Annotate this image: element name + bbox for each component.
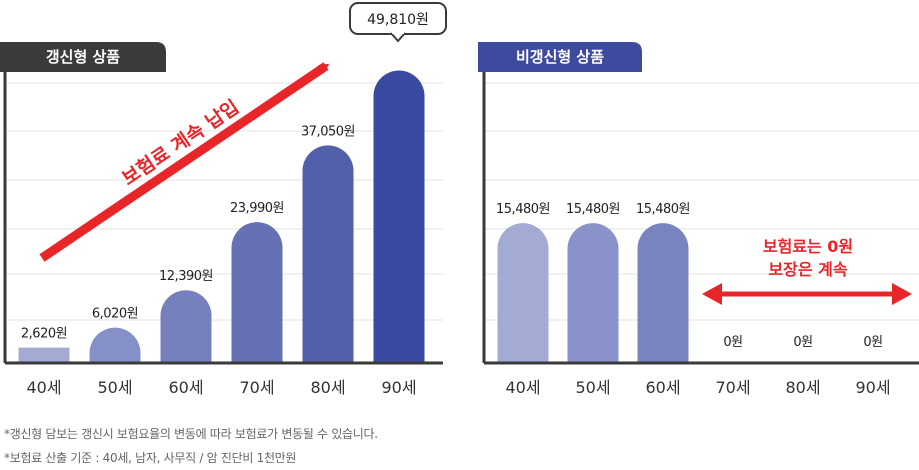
nonrenewable-chart-title: 비갱신형 상품 [516,48,604,66]
nonrenewable-gridlines [484,82,919,321]
nonrenewable-tick-label: 40세 [505,378,540,397]
renewable-value-label: 2,620원 [21,327,67,342]
renewable-value-labels: 2,620원 6,020원 12,390원 23,990원 37,050원 [21,124,356,342]
renewable-tick-label: 40세 [26,378,61,397]
nonrenewable-bar-40세 [497,223,549,363]
nonrenewable-tick-label: 70세 [715,378,750,397]
nonrenewable-annotation-line-2: 보장은 계속 [768,260,847,279]
nonrenewable-tick-label: 80세 [785,378,820,397]
nonrenewable-tick-labels: 40세 50세 60세 70세 80세 90세 [505,378,890,397]
nonrenewable-value-label: 15,480원 [496,202,550,217]
renewable-highlight-label: 49,810원 [367,12,429,28]
renewable-value-label: 12,390원 [159,269,213,284]
renewable-bar-70세 [231,222,283,363]
nonrenewable-annotation-line-1: 보험료는 0원 [763,237,853,256]
renewable-tick-label: 90세 [381,378,416,397]
nonrenewable-tick-label: 90세 [855,378,890,397]
renewable-tick-label: 50세 [97,378,132,397]
nonrenewable-coverage-arrow [702,283,912,305]
renewable-annotation: 보험료 계속 납입 [118,96,243,190]
footnote-basis: *보험료 산출 기준 : 40세, 남자, 사무직 / 암 진단비 1천만원 [4,451,297,465]
footnote-renewal: *갱신형 담보는 갱신시 보험요율의 변동에 따라 보험료가 변동될 수 있습니… [4,427,378,441]
nonrenewable-value-labels: 15,480원 15,480원 15,480원 0원 0원 0원 [496,202,883,350]
renewable-tick-labels: 40세 50세 60세 70세 80세 90세 [26,378,416,397]
renewable-bar-90세 [373,70,425,363]
renewable-chart: 2,620원 6,020원 12,390원 23,990원 37,050원 40세 50세… [0,2,447,397]
renewable-highlight-bubble: 49,810원 [349,2,447,43]
nonrenewable-bars [497,223,689,363]
nonrenewable-tick-label: 50세 [575,378,610,397]
renewable-tick-label: 60세 [168,378,203,397]
renewable-bar-50세 [89,327,141,363]
nonrenewable-value-label: 0원 [863,335,882,350]
renewable-bar-40세 [18,347,70,363]
renewable-value-label: 37,050원 [301,124,355,139]
nonrenewable-value-label: 0원 [723,335,742,350]
nonrenewable-title-tag: 비갱신형 상품 [478,42,642,72]
renewable-value-label: 23,990원 [230,201,284,216]
renewable-tick-label: 80세 [310,378,345,397]
renewable-chart-title: 갱신형 상품 [46,48,120,66]
renewable-bar-60세 [160,290,212,363]
renewable-title-tag: 갱신형 상품 [0,42,166,72]
renewable-value-label: 6,020원 [92,307,138,322]
nonrenewable-bar-50세 [567,223,619,363]
nonrenewable-value-label: 15,480원 [566,202,620,217]
renewable-bars [18,70,425,363]
renewable-bar-80세 [302,145,354,363]
nonrenewable-bar-60세 [637,223,689,363]
nonrenewable-value-label: 15,480원 [636,202,690,217]
nonrenewable-value-label: 0원 [793,335,812,350]
nonrenewable-tick-label: 60세 [645,378,680,397]
nonrenewable-chart: 15,480원 15,480원 15,480원 0원 0원 0원 40세 50세 60세 70세… [478,42,919,397]
renewable-tick-label: 70세 [239,378,274,397]
renewable-trend-arrow [39,62,330,262]
